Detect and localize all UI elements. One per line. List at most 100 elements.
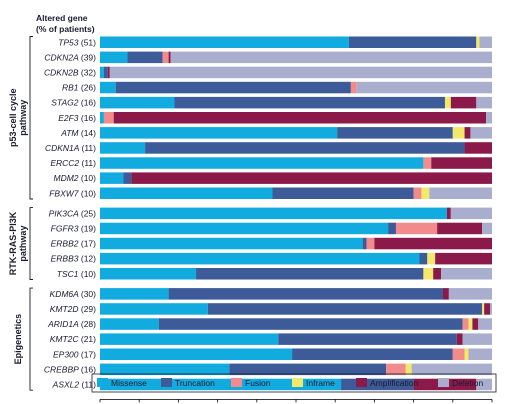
- gene-label: PIK3CA (25): [49, 208, 97, 218]
- legend-label-truncation: Truncation: [175, 378, 215, 388]
- gene-label: CDKN1A (11): [45, 143, 96, 153]
- bar-segment-missense: [100, 96, 175, 109]
- gene-name: FBXW7: [49, 188, 81, 198]
- legend-swatch-amplification: [356, 378, 367, 387]
- bar-segment-deletion: [486, 112, 492, 124]
- groups-layer: TP53 (51)CDKN2A (39)CDKN2B (32)RB1 (26)S…: [8, 36, 97, 391]
- gene-count: (29): [81, 304, 96, 314]
- gene-label: KDM6A (30): [50, 289, 97, 299]
- gene-name: TP53: [58, 37, 81, 47]
- bar-segment-amplification: [472, 318, 479, 330]
- bar-segment-fusion: [162, 51, 169, 64]
- bar-segment-missense: [100, 237, 363, 250]
- bar-segment-truncation: [168, 288, 443, 300]
- bar-segment-missense: [100, 187, 273, 199]
- bar-segment-missense: [100, 81, 116, 94]
- bar-row-kdm6a: [100, 288, 492, 300]
- legend-frame: [91, 373, 497, 393]
- gene-label: TP53 (51): [58, 37, 96, 47]
- bar-segment-deletion: [479, 36, 492, 48]
- gene-count: (19): [81, 223, 96, 233]
- bar-segment-missense: [100, 207, 447, 220]
- bar-segment-truncation: [207, 303, 483, 315]
- bar-segment-missense: [100, 51, 128, 64]
- pathway-label: pathway: [18, 100, 28, 136]
- gene-name: KMT2D: [50, 304, 81, 314]
- bar-segment-fusion: [423, 157, 432, 169]
- bar-segment-fusion: [103, 112, 114, 124]
- pathway-label: p53-cell cycle: [8, 88, 18, 147]
- gene-count: (25): [81, 208, 96, 218]
- bar-segment-deletion: [468, 348, 492, 360]
- bar-segment-truncation: [341, 378, 414, 391]
- gene-count: (30): [81, 289, 96, 299]
- gene-count: (16): [81, 113, 96, 123]
- bar-row-rb1: [100, 81, 492, 94]
- legend-swatch-inframe: [292, 378, 303, 387]
- gene-label: STAG2 (16): [51, 98, 96, 108]
- bar-row-ercc2: [100, 157, 492, 169]
- bar-segment-inframe: [476, 36, 480, 48]
- gene-count: (10): [81, 188, 96, 198]
- gene-label: ATM (14): [60, 128, 96, 138]
- bar-segment-inframe: [468, 318, 473, 330]
- bar-row-arid1a: [100, 318, 492, 330]
- bar-row-tp53: [100, 36, 492, 48]
- bar-row-kmt2d: [100, 303, 492, 315]
- gene-name: EP300: [53, 349, 81, 359]
- header-line-1: Altered gene: [36, 13, 88, 23]
- pathway-label: Epigenetics: [13, 314, 23, 365]
- bar-segment-amplification: [433, 268, 442, 280]
- bar-segment-amplification: [464, 127, 471, 139]
- gene-label: MDM2 (10): [53, 173, 96, 183]
- bar-segment-inframe: [405, 363, 412, 376]
- bar-segment-fusion: [395, 222, 438, 235]
- bar-segment-deletion: [462, 333, 492, 345]
- gene-label: CREBBP (16): [44, 364, 96, 374]
- gene-label: CDKN2A (39): [44, 52, 96, 62]
- gene-name: ASXL2: [52, 379, 82, 389]
- pathway-label: pathway: [18, 226, 28, 262]
- bar-segment-amplification: [168, 51, 171, 64]
- gene-name: ERBB2: [51, 239, 81, 249]
- pathway-label: RTK-RAS-PI3K: [8, 211, 18, 275]
- bar-row-atm: [100, 127, 492, 139]
- gene-label: ERBB3 (12): [51, 254, 97, 264]
- gene-name: CDKN1A: [45, 143, 82, 153]
- bar-segment-amplification: [374, 237, 492, 250]
- bar-segment-deletion: [476, 378, 492, 391]
- bar-row-crebbp: [100, 363, 492, 376]
- gene-count: (17): [81, 349, 96, 359]
- legend-label-fusion: Fusion: [245, 378, 271, 388]
- bar-segment-missense: [100, 333, 279, 345]
- gene-name: ATM: [60, 128, 81, 138]
- group-bracket: [29, 207, 33, 280]
- bar-segment-missense: [100, 142, 146, 154]
- bar-row-stag2: [100, 96, 492, 109]
- bar-segment-missense: [100, 268, 197, 280]
- x-axis: 0102030405060708090100: [99, 398, 493, 403]
- bars-layer: [100, 36, 493, 391]
- bar-segment-fusion: [366, 237, 375, 250]
- gene-count: (51): [81, 37, 96, 47]
- bar-segment-truncation: [127, 51, 163, 64]
- bar-segment-missense: [100, 222, 389, 235]
- bar-segment-missense: [100, 66, 104, 79]
- gene-count: (11): [82, 379, 97, 389]
- bar-segment-fusion: [386, 363, 406, 376]
- bar-segment-truncation: [174, 96, 445, 109]
- gene-name: KDM6A: [50, 289, 81, 299]
- bar-segment-fusion: [350, 81, 357, 94]
- gene-label: FBXW7 (10): [49, 188, 96, 198]
- bar-segment-deletion: [441, 268, 492, 280]
- gene-name: E2F3: [58, 113, 81, 123]
- bar-row-erbb3: [100, 252, 492, 265]
- bar-row-mdm2: [100, 172, 493, 184]
- legend-label-deletion: Deletion: [452, 378, 483, 388]
- bar-row-fgfr3: [100, 222, 492, 235]
- bar-segment-deletion: [470, 127, 492, 139]
- gene-label: FGFR3 (19): [51, 223, 97, 233]
- bar-segment-deletion: [356, 81, 492, 94]
- bar-segment-truncation: [419, 252, 428, 265]
